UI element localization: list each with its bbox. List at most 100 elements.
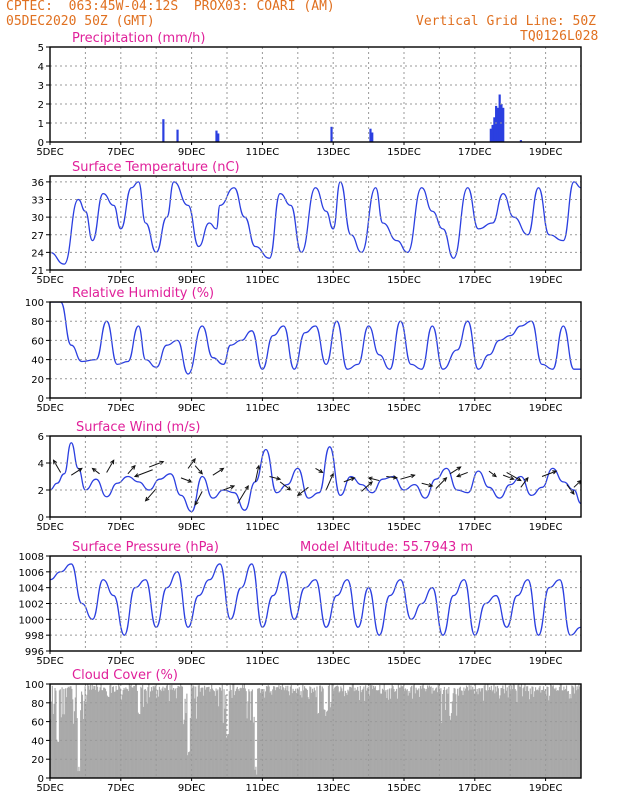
cloud-bar <box>301 697 303 778</box>
cloud-bar <box>342 684 345 778</box>
cloud-bar <box>288 695 291 778</box>
cloud-bar <box>84 686 86 778</box>
cloud-bar <box>501 687 503 778</box>
cloud-bar <box>310 687 312 778</box>
cloud-bar <box>91 684 93 778</box>
cloud-bar <box>486 691 488 778</box>
cloud-bar <box>267 685 269 778</box>
cloud-bar <box>418 688 420 778</box>
panel-press: 996 998 1000 1002 1004 1006 1008 5DEC 7DEC 9DEC 11… <box>19 540 582 667</box>
cloud-bar <box>567 690 569 778</box>
cloud-bar <box>203 695 205 778</box>
cloud-bar <box>131 687 133 778</box>
cloud-bar <box>116 689 118 778</box>
cloud-bar <box>156 697 158 778</box>
x-tick-label: 17DEC <box>458 147 492 158</box>
cloud-bar <box>94 686 96 778</box>
cloud-bar <box>254 769 256 778</box>
cloud-bar <box>212 690 215 778</box>
cloud-bar <box>457 688 459 778</box>
cloud-bar <box>186 693 188 778</box>
y-tick-label: 1006 <box>19 568 44 579</box>
cloud-bar <box>440 688 442 778</box>
cloud-bar <box>72 699 74 778</box>
cloud-bar <box>233 684 235 778</box>
cloud-bar <box>508 685 510 778</box>
cloud-bar <box>266 686 269 778</box>
cloud-bar <box>427 687 430 778</box>
cloud-bar <box>497 688 499 778</box>
x-tick-label: 15DEC <box>387 275 421 286</box>
cloud-bar <box>153 687 155 778</box>
cloud-bar <box>375 690 377 778</box>
wind-vector <box>91 467 100 475</box>
cloud-bar <box>349 686 351 778</box>
cloud-bar <box>469 689 471 778</box>
cloud-bar <box>311 688 314 778</box>
cloud-bar <box>482 700 484 778</box>
cloud-bar <box>251 689 253 778</box>
cloud-bar <box>129 685 131 778</box>
panel-title-temp: Surface Temperature (nC) <box>72 160 240 175</box>
cloud-bar <box>57 741 59 778</box>
cloud-bar <box>353 691 355 778</box>
cloud-bar <box>322 688 324 778</box>
cloud-bar <box>208 686 210 778</box>
cloud-bar <box>420 688 422 778</box>
cloud-bar <box>439 691 441 778</box>
cloud-bar <box>193 686 195 778</box>
cloud-bar <box>263 689 265 778</box>
cloud-bar <box>473 689 475 778</box>
x-tick-label: 19DEC <box>529 403 563 414</box>
cloud-bar <box>278 685 280 778</box>
cloud-bar <box>250 691 253 778</box>
cloud-bar <box>229 685 231 778</box>
cloud-bar <box>409 692 411 778</box>
cloud-bar <box>196 718 198 778</box>
cloud-bar <box>396 688 398 778</box>
wind-vector <box>502 474 515 481</box>
cloud-bar <box>177 686 179 778</box>
cloud-bar <box>232 684 234 778</box>
cloud-bar <box>171 684 173 778</box>
cloud-bar <box>200 688 202 778</box>
cloud-bar <box>542 689 544 778</box>
cloud-bar <box>224 708 226 778</box>
cloud-bar <box>511 685 513 778</box>
cloud-bar <box>136 690 138 778</box>
cloud-bar <box>63 688 65 778</box>
cloud-bar <box>396 698 399 778</box>
cloud-bar <box>397 684 399 778</box>
y-tick-label: 80 <box>31 699 44 710</box>
cloud-bar <box>395 691 397 778</box>
x-tick-label: 5DEC <box>36 783 63 794</box>
cloud-bar <box>114 691 116 778</box>
cloud-bar <box>509 685 511 778</box>
cloud-bar <box>382 689 384 778</box>
cloud-bar <box>90 689 92 778</box>
cloud-bar <box>372 689 374 778</box>
cloud-bar <box>505 690 507 778</box>
cloud-bar <box>519 686 522 778</box>
cloud-bar <box>539 685 541 778</box>
cloud-bar <box>197 685 199 778</box>
cloud-bar <box>196 696 199 778</box>
cloud-bar <box>401 686 403 778</box>
cloud-bar <box>296 688 299 778</box>
cloud-bar <box>239 688 241 778</box>
cloud-bar <box>576 686 578 778</box>
cloud-bar <box>80 691 83 778</box>
cloud-bar <box>98 690 100 778</box>
cloud-bar <box>376 690 378 778</box>
cloud-bar <box>474 684 476 778</box>
cloud-bar <box>104 688 107 778</box>
y-tick-label: 20 <box>31 755 44 766</box>
cloud-bar <box>248 689 250 778</box>
x-tick-label: 19DEC <box>529 275 563 286</box>
cloud-bar <box>77 771 79 778</box>
cloud-bar <box>495 686 497 778</box>
cloud-bar <box>163 690 165 778</box>
x-tick-label: 19DEC <box>529 656 563 667</box>
cloud-bar <box>489 689 492 778</box>
cloud-bar <box>97 691 99 778</box>
